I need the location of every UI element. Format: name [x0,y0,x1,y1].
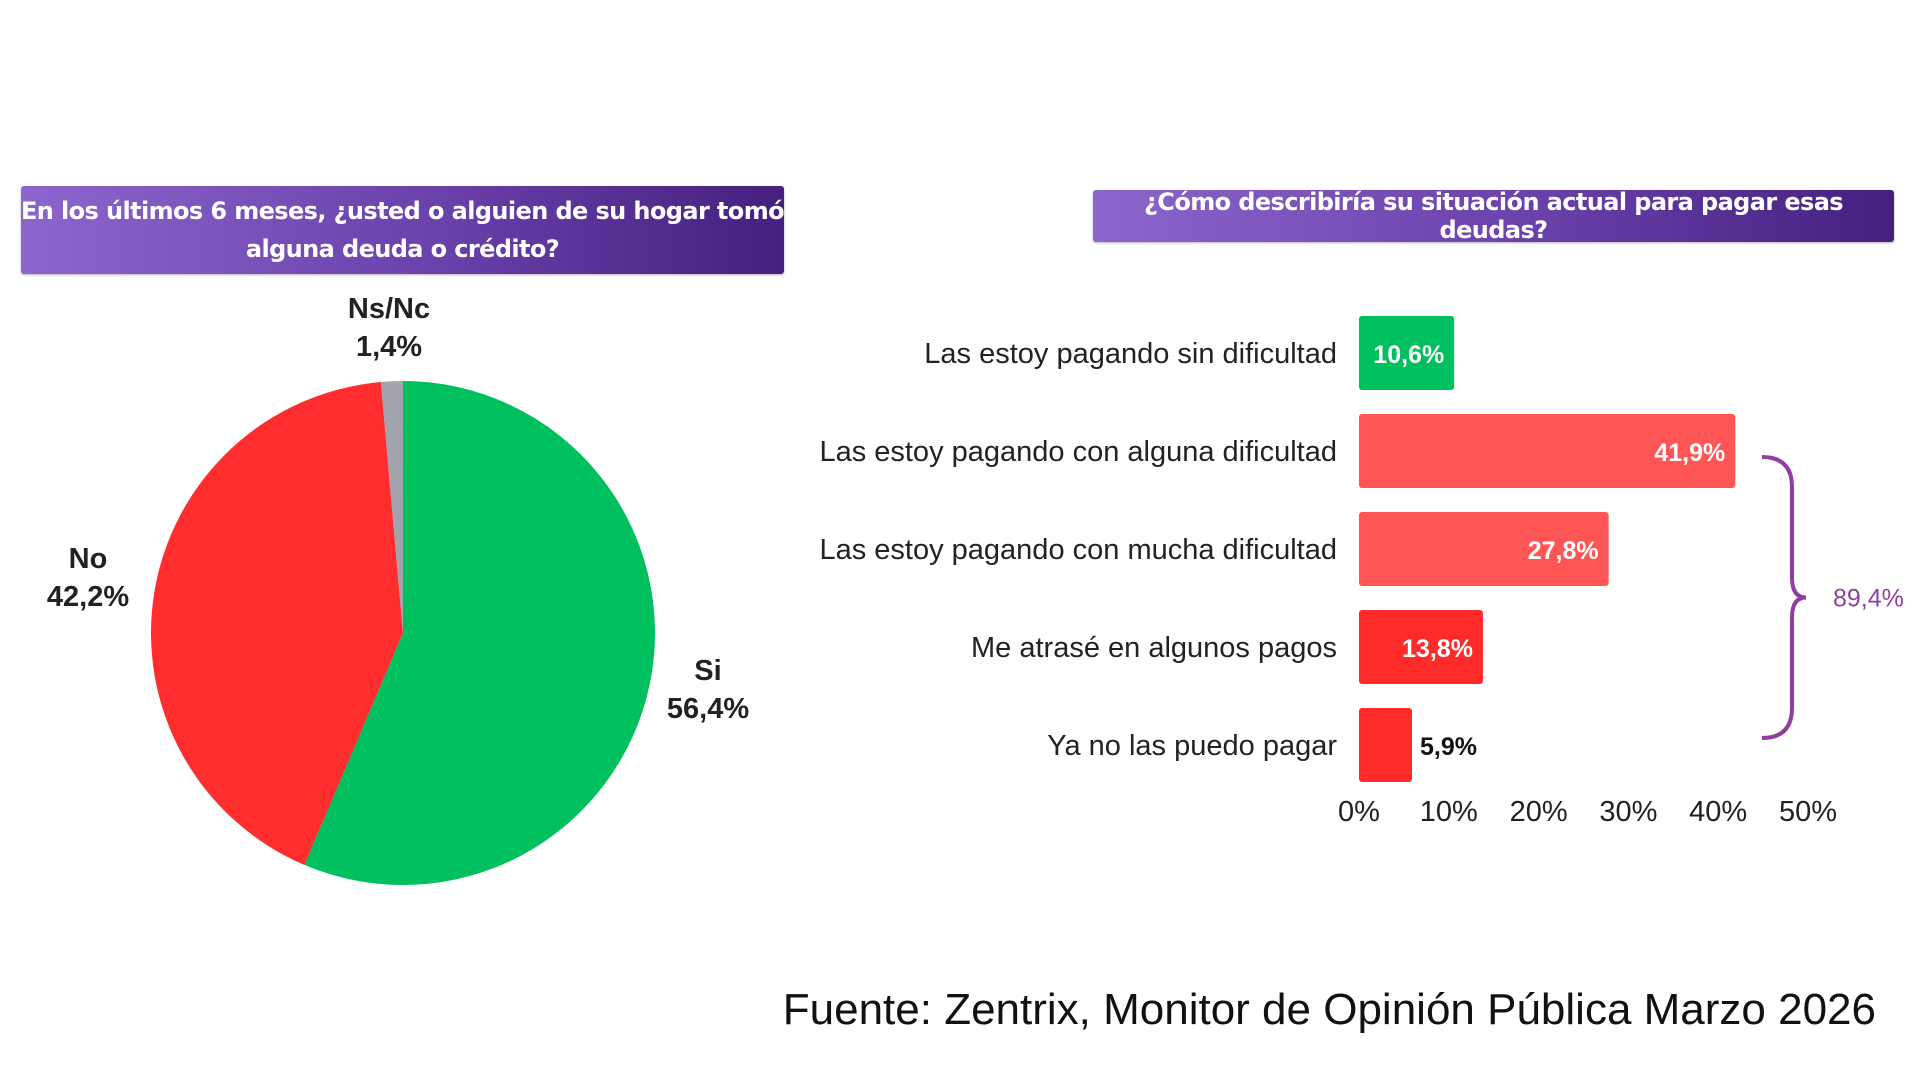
bar-category-label: Ya no las puedo pagar [1047,730,1337,762]
bracket-annotation [1761,455,1807,740]
pie-label: No [69,543,108,575]
bar [1359,610,1483,684]
x-tick-label: 30% [1599,796,1657,828]
bar-value-label: 5,9% [1420,733,1477,761]
x-tick-label: 50% [1779,796,1837,828]
x-tick-label: 10% [1420,796,1478,828]
pie-value-label: 1,4% [356,331,422,363]
x-tick-label: 40% [1689,796,1747,828]
bar-category-label: Me atrasé en algunos pagos [971,632,1337,664]
pie-label: Ns/Nc [348,293,430,325]
bar-value-label: 13,8% [1402,635,1473,663]
bracket-total-label: 89,4% [1833,585,1904,613]
source-note: Fuente: Zentrix, Monitor de Opinión Públ… [782,985,1876,1034]
bar [1359,316,1455,390]
pie-label: Si [694,655,721,687]
pie-value-label: 42,2% [47,581,129,613]
pie-title-text: En los últimos 6 meses, ¿usted o alguien… [21,197,785,263]
pie-value-label: 56,4% [667,693,749,725]
bar-category-label: Las estoy pagando sin dificultad [924,338,1337,370]
x-tick-label: 0% [1338,796,1380,828]
pie-slice-si [304,381,655,885]
bar-value-label: 41,9% [1654,439,1725,467]
pie-slice-no [151,381,403,865]
bar [1359,708,1412,782]
bar-title-text: ¿Cómo describiría su situación actual pa… [1143,188,1844,244]
x-tick-label: 20% [1510,796,1568,828]
bar [1359,512,1609,586]
pie-slice-nsnc [380,381,403,633]
pie-chart-title: En los últimos 6 meses, ¿usted o alguien… [21,186,785,274]
bar-chart-title: ¿Cómo describiría su situación actual pa… [1093,188,1894,244]
bar-category-label: Las estoy pagando con alguna dificultad [819,436,1337,468]
bar-value-label: 10,6% [1373,341,1444,369]
bar [1359,414,1736,488]
bar-category-label: Las estoy pagando con mucha dificultad [819,534,1337,566]
bar-value-label: 27,8% [1528,537,1599,565]
